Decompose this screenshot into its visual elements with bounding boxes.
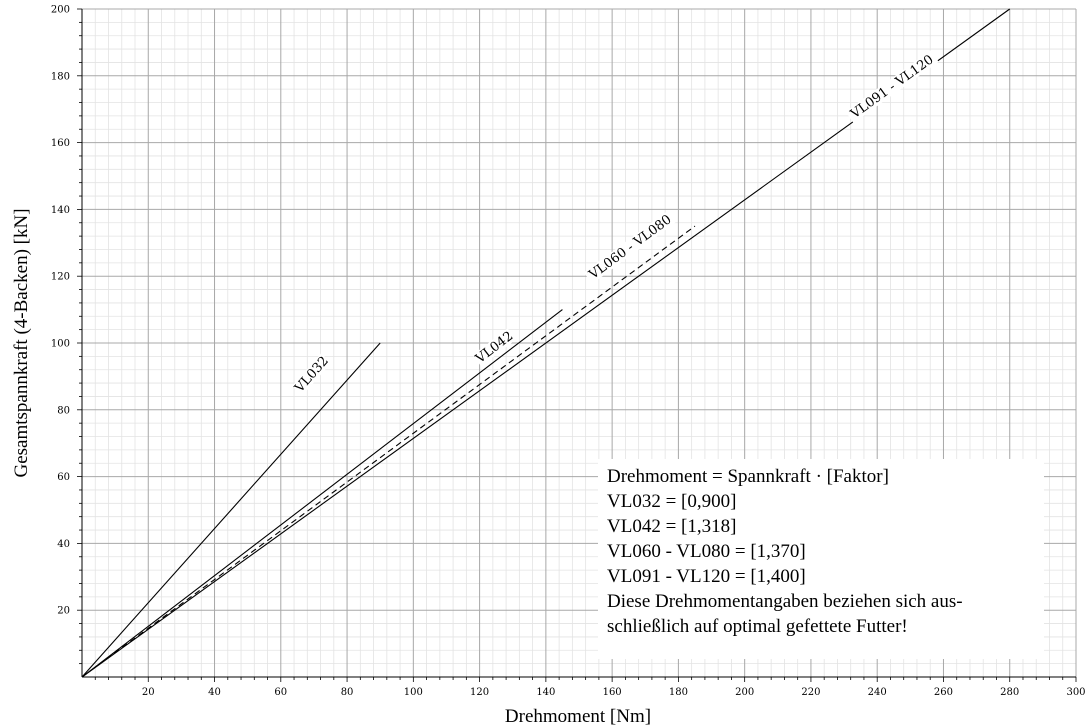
y-tick-label: 100 xyxy=(51,339,70,350)
y-tick-label: 140 xyxy=(51,205,70,216)
x-tick-label: 120 xyxy=(470,687,489,698)
x-tick-label: 100 xyxy=(404,687,423,698)
x-tick-label: 80 xyxy=(341,687,354,698)
series-label-background xyxy=(583,210,677,284)
y-tick-label: 60 xyxy=(57,472,70,483)
annotation-line: VL060 - VL080 = [1,370] xyxy=(607,541,806,562)
major-grid xyxy=(82,8,1077,677)
y-tick-label: 40 xyxy=(57,539,70,550)
x-tick-label: 160 xyxy=(603,687,622,698)
series-label: VL091 - VL120 xyxy=(847,52,936,122)
annotation-line: schließlich auf optimal gefettete Futter… xyxy=(607,616,908,637)
x-tick-label: 280 xyxy=(1000,687,1019,698)
x-tick-label: 40 xyxy=(208,687,221,698)
x-tick-label: 200 xyxy=(735,687,754,698)
series-line xyxy=(81,225,696,678)
x-tick-label: 220 xyxy=(801,687,820,698)
formula-annotation-box: Drehmoment = Spannkraft · [Faktor] VL032 … xyxy=(598,459,1044,659)
series-label-background xyxy=(845,50,939,124)
y-tick-label: 120 xyxy=(51,272,70,283)
series-line xyxy=(81,342,381,678)
series-label-background xyxy=(472,328,517,367)
x-tick-label: 240 xyxy=(868,687,887,698)
x-tick-label: 300 xyxy=(1066,687,1085,698)
series-label-group: VL032 xyxy=(291,353,332,397)
y-tick-label: 20 xyxy=(57,606,70,617)
annotation-line: Drehmoment = Spannkraft · [Faktor] xyxy=(607,466,889,487)
x-tick-label: 260 xyxy=(934,687,953,698)
y-tick-label: 180 xyxy=(51,71,70,82)
y-axis-title: Gesamtspannkraft (4-Backen) [kN] xyxy=(11,208,32,477)
x-tick-label: 60 xyxy=(274,687,287,698)
tick-labels: 20 40 60 80 100 120 140 160 180 200 220 240 260 280 30… xyxy=(51,5,1086,699)
x-tick-label: 20 xyxy=(142,687,155,698)
axes xyxy=(77,8,1077,682)
annotation-line: VL032 = [0,900] xyxy=(607,491,736,512)
annotation-line: Diese Drehmomentangaben beziehen sich au… xyxy=(607,591,963,612)
series-label-group: VL091 - VL120 xyxy=(845,50,939,124)
annotation-line: VL091 - VL120 = [1,400] xyxy=(607,566,806,587)
annotation-line: VL042 = [1,318] xyxy=(607,516,736,537)
series-label: VL032 xyxy=(292,354,332,397)
series-line xyxy=(81,309,563,678)
y-tick-label: 160 xyxy=(51,138,70,149)
x-axis-title: Drehmoment [Nm] xyxy=(505,706,651,726)
x-tick-label: 180 xyxy=(669,687,688,698)
series-label-background xyxy=(291,353,332,396)
x-tick-label: 140 xyxy=(536,687,555,698)
annotation-background xyxy=(598,459,1044,659)
y-tick-label: 200 xyxy=(51,5,70,16)
y-tick-label: 80 xyxy=(57,405,70,416)
